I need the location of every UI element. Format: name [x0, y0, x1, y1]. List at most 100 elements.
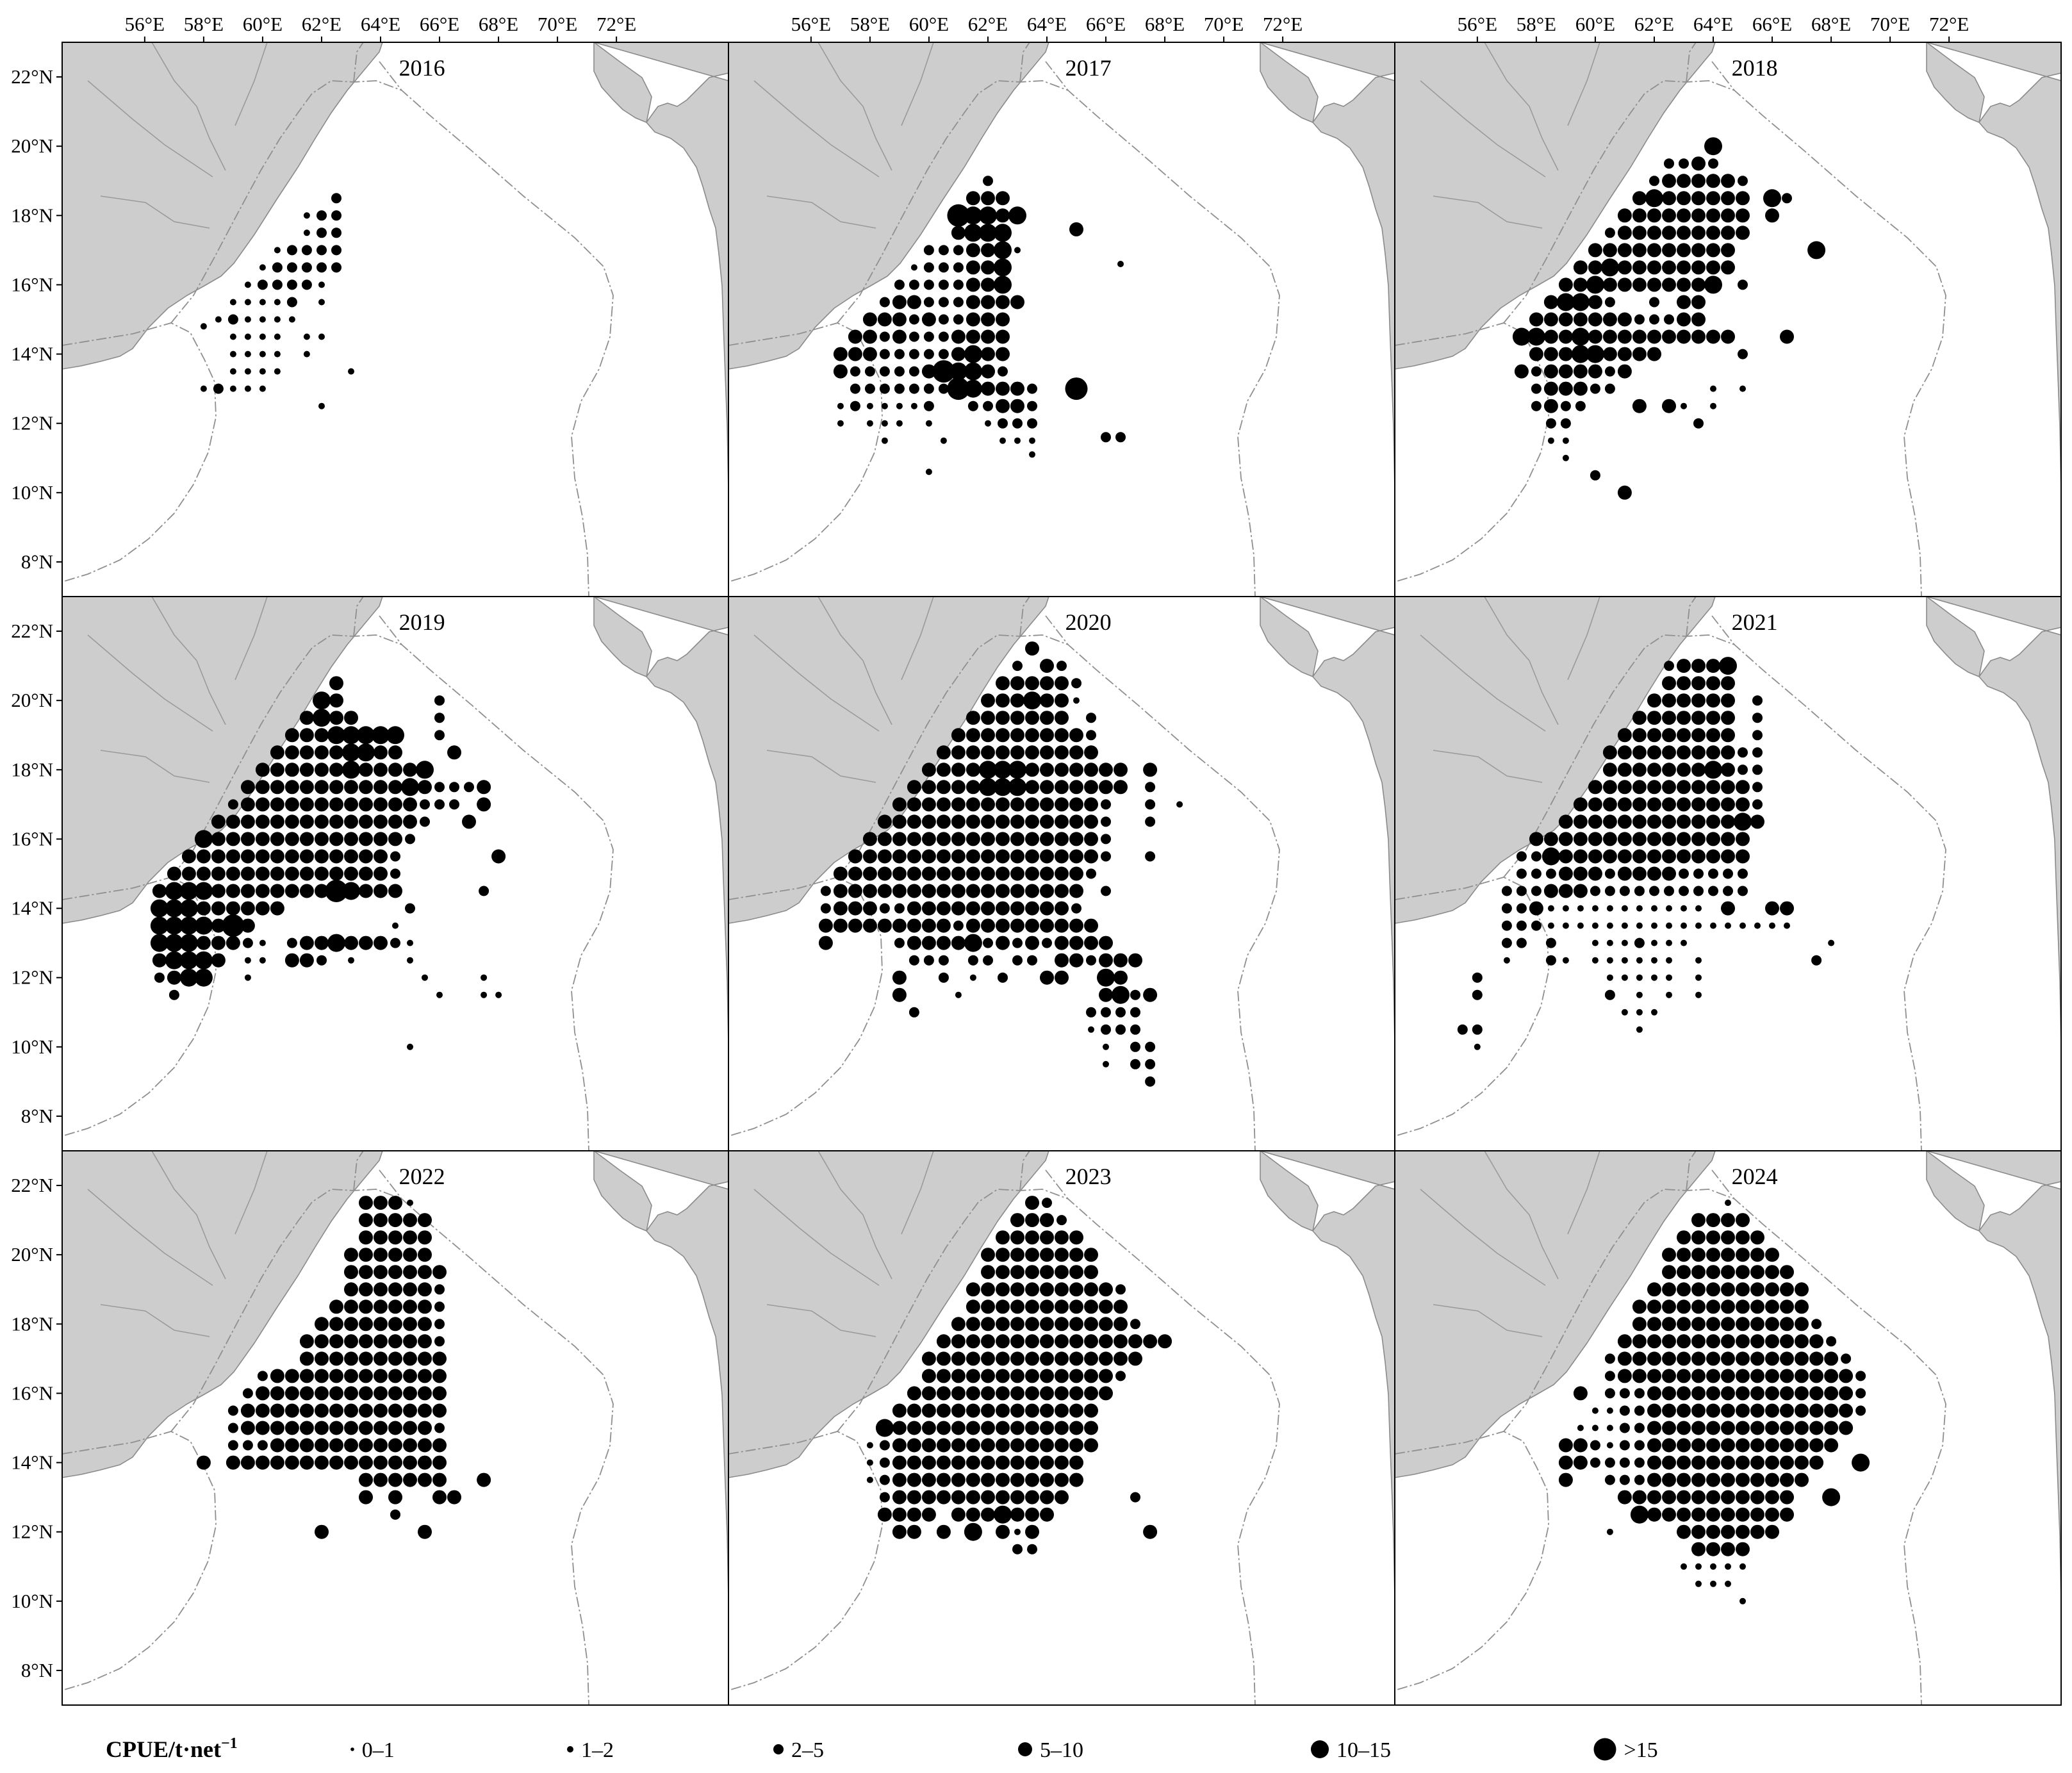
cpue-point [1012, 418, 1023, 429]
cpue-point [1040, 1248, 1054, 1262]
cpue-point [1765, 1334, 1779, 1349]
cpue-point [1765, 1524, 1779, 1539]
cpue-point [1055, 884, 1069, 898]
cpue-point [327, 934, 345, 952]
cpue-point [299, 1421, 314, 1435]
cpue-point [1042, 937, 1052, 948]
lat-tick-label: 10°N [11, 1590, 53, 1612]
cpue-point [222, 914, 245, 937]
cpue-point [1681, 1563, 1687, 1570]
cpue-point [1575, 400, 1586, 411]
cpue-point [1721, 1490, 1735, 1505]
cpue-point [1604, 1388, 1615, 1399]
cpue-point [892, 1490, 907, 1505]
cpue-point [436, 991, 443, 998]
cpue-point [1647, 277, 1661, 292]
cpue-point [240, 1455, 255, 1470]
cpue-point [1055, 953, 1069, 968]
cpue-point [359, 1248, 373, 1262]
lon-tick-label: 58°E [184, 13, 224, 35]
cpue-point [1691, 1334, 1706, 1349]
cpue-point [1677, 1282, 1691, 1297]
cpue-point [284, 866, 299, 881]
cpue-point [994, 778, 1012, 796]
cpue-point [359, 814, 373, 829]
cpue-point [1084, 1421, 1098, 1435]
lat-tick-label: 18°N [11, 204, 53, 226]
cpue-point [255, 884, 270, 898]
cpue-point [1765, 1438, 1779, 1453]
cpue-point [1632, 399, 1647, 413]
cpue-point [1662, 1403, 1676, 1418]
cpue-point [1143, 763, 1158, 777]
cpue-point [921, 1386, 936, 1401]
cpue-point [418, 1403, 432, 1418]
cpue-point [1736, 1317, 1750, 1332]
cpue-point [1115, 1371, 1126, 1381]
cpue-point [1706, 728, 1720, 743]
cpue-point [1765, 1507, 1779, 1522]
cpue-point [1647, 347, 1661, 361]
cpue-point [1662, 1282, 1676, 1297]
cpue-point [996, 936, 1010, 950]
cpue-point [921, 901, 936, 916]
cpue-point [1651, 905, 1657, 912]
cpue-point [1472, 989, 1483, 1000]
cpue-point [1765, 1421, 1779, 1435]
cpue-point [1101, 1007, 1111, 1018]
cpue-point [981, 1386, 995, 1401]
cpue-point [1679, 158, 1689, 169]
cpue-point [1706, 1386, 1720, 1401]
cpue-point [1558, 347, 1573, 361]
cpue-point [1632, 329, 1647, 344]
cpue-point [359, 1438, 373, 1453]
cpue-point [1765, 1299, 1779, 1314]
cpue-point [1662, 1299, 1676, 1314]
cpue-point [317, 262, 327, 273]
cpue-point [1647, 1351, 1661, 1366]
cpue-point [388, 1351, 402, 1366]
cpue-point [981, 797, 995, 812]
cpue-point [1145, 1041, 1156, 1052]
cpue-point [966, 1438, 980, 1453]
cpue-point [1617, 226, 1632, 240]
cpue-point [1027, 400, 1037, 411]
cpue-point [1677, 312, 1691, 327]
cpue-point [1558, 814, 1573, 829]
cpue-point [996, 918, 1010, 933]
cpue-point [1529, 312, 1543, 327]
cpue-point [329, 1386, 343, 1401]
cpue-point [1115, 1024, 1126, 1035]
cpue-point [936, 1351, 951, 1366]
cpue-point [966, 814, 980, 829]
cpue-point [1721, 1403, 1735, 1418]
cpue-point [983, 176, 993, 186]
cpue-point [921, 1490, 936, 1505]
cpue-point [1780, 1507, 1794, 1522]
cpue-point [1647, 1490, 1661, 1505]
cpue-point [1010, 711, 1024, 725]
cpue-point [894, 937, 905, 948]
cpue-point [325, 880, 348, 902]
cpue-point [1040, 763, 1054, 777]
cpue-point [1811, 955, 1822, 966]
cpue-point [981, 901, 995, 916]
cpue-point [1809, 1421, 1824, 1435]
cpue-point [1600, 258, 1619, 277]
cpue-point [1677, 763, 1691, 777]
cpue-point [329, 832, 343, 846]
cpue-point [981, 1282, 995, 1297]
cpue-point [1662, 745, 1676, 760]
cpue-point [1677, 1334, 1691, 1349]
cpue-point [344, 849, 358, 864]
cpue-point [1055, 1455, 1069, 1470]
cpue-point [936, 797, 951, 812]
cpue-point [879, 1474, 890, 1485]
cpue-point [1691, 156, 1706, 171]
cpue-point [1619, 1457, 1630, 1468]
cpue-point [877, 832, 892, 846]
cpue-point [1855, 1405, 1866, 1416]
cpue-point [1145, 1059, 1156, 1069]
cpue-point [1543, 884, 1558, 898]
cpue-point [1632, 208, 1647, 223]
